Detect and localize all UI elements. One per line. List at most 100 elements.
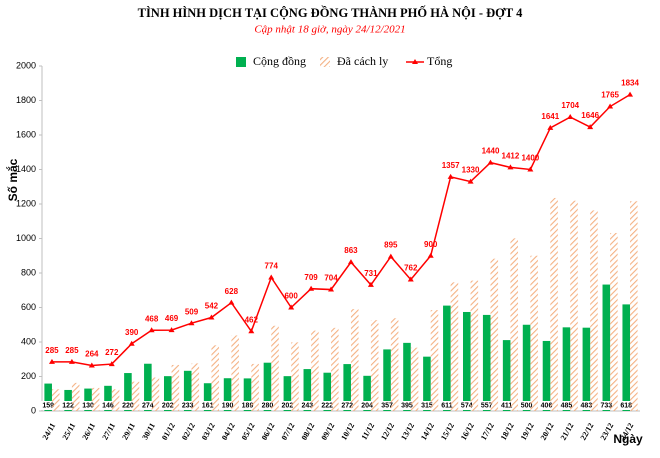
value-label: 315 <box>421 402 433 409</box>
x-tick-label: 11/12 <box>360 421 377 441</box>
bar <box>291 342 299 411</box>
value-label: 161 <box>202 402 214 409</box>
x-tick-label: 01/12 <box>160 421 177 441</box>
value-label: 190 <box>222 402 234 409</box>
bar <box>490 258 499 411</box>
y-tick-label: 200 <box>21 371 36 381</box>
value-label-box <box>179 401 196 410</box>
bar <box>590 210 598 411</box>
value-label-box <box>398 401 415 410</box>
value-label: 222 <box>321 402 333 409</box>
marker <box>328 286 335 292</box>
marker <box>308 285 315 291</box>
bar <box>450 282 459 411</box>
value-label: 159 <box>42 402 54 409</box>
bar <box>570 200 578 411</box>
value-label: 500 <box>521 402 533 409</box>
y-axis-label: Số mắc <box>5 158 20 201</box>
value-label-box <box>80 401 97 410</box>
x-tick-label: 29/11 <box>120 421 137 441</box>
x-tick-label: 04/12 <box>220 421 237 441</box>
value-label: 220 <box>122 402 134 409</box>
value-label-box <box>299 401 316 410</box>
bar <box>171 364 180 411</box>
value-label: 468 <box>145 314 159 323</box>
value-label: 285 <box>45 346 59 355</box>
bar <box>443 305 451 411</box>
value-label: 1330 <box>462 166 480 175</box>
y-tick-label: 1800 <box>16 95 36 105</box>
value-label: 1357 <box>442 161 460 170</box>
x-tick-label: 02/12 <box>180 421 197 441</box>
bar <box>183 370 192 411</box>
x-tick-label: 15/12 <box>439 421 456 441</box>
value-label-box <box>458 401 475 410</box>
x-tick-label: 24/11 <box>41 421 58 441</box>
x-tick-label: 12/12 <box>379 421 396 441</box>
marker <box>367 281 374 287</box>
value-label: 1834 <box>621 79 639 88</box>
bar <box>271 325 279 411</box>
value-label: 611 <box>441 402 452 409</box>
marker <box>288 304 295 310</box>
value-label-box <box>99 401 116 410</box>
value-label: 483 <box>581 402 593 409</box>
value-label: 411 <box>501 402 512 409</box>
x-axis-label: Ngày <box>613 432 643 446</box>
bar <box>323 372 332 411</box>
value-label: 762 <box>404 264 418 273</box>
x-tick-label: 03/12 <box>200 421 217 441</box>
x-tick-label: 07/12 <box>280 421 297 441</box>
value-label-box <box>379 401 396 410</box>
x-tick-label: 06/12 <box>260 421 277 441</box>
value-label: 469 <box>165 314 179 323</box>
value-label: 774 <box>265 262 279 271</box>
marker <box>48 358 55 364</box>
y-tick-label: 1000 <box>16 233 36 243</box>
marker <box>128 340 135 346</box>
y-tick-label: 400 <box>21 336 36 346</box>
x-tick-label: 09/12 <box>319 421 336 441</box>
bar <box>223 378 232 411</box>
marker <box>407 276 414 282</box>
y-tick-label: 1200 <box>16 198 36 208</box>
legend-label: Cộng đồng <box>253 54 306 68</box>
bar <box>131 381 140 411</box>
value-label-box <box>339 401 356 410</box>
value-label: 1440 <box>482 147 500 156</box>
marker <box>427 252 434 258</box>
marker <box>567 114 574 120</box>
value-label-box <box>239 401 256 410</box>
bar <box>191 363 200 411</box>
marker <box>88 362 95 368</box>
legend-label: Đã cách ly <box>337 54 388 68</box>
marker <box>347 259 354 265</box>
bar <box>542 340 551 411</box>
bar <box>263 362 272 411</box>
marker <box>108 361 115 367</box>
bar <box>482 314 491 411</box>
bar <box>243 378 252 411</box>
bar <box>403 342 411 411</box>
bar <box>410 347 419 411</box>
bar <box>350 309 359 411</box>
value-label: 1641 <box>541 112 559 121</box>
bar <box>610 232 618 411</box>
value-label-box <box>518 401 535 410</box>
value-label: 542 <box>205 302 219 311</box>
value-label: 202 <box>282 402 294 409</box>
value-label: 618 <box>620 402 632 409</box>
value-label-box <box>159 401 176 410</box>
marker <box>547 124 554 130</box>
bar <box>203 383 212 411</box>
bar <box>383 349 391 411</box>
value-label: 1646 <box>581 111 599 120</box>
y-tick-label: 2000 <box>16 60 36 70</box>
bar <box>530 255 538 411</box>
legend-swatch <box>320 57 330 67</box>
bar <box>602 284 611 411</box>
value-label: 704 <box>324 274 338 283</box>
value-label: 1704 <box>561 101 579 110</box>
marker <box>268 274 275 280</box>
value-label-box <box>538 401 555 410</box>
